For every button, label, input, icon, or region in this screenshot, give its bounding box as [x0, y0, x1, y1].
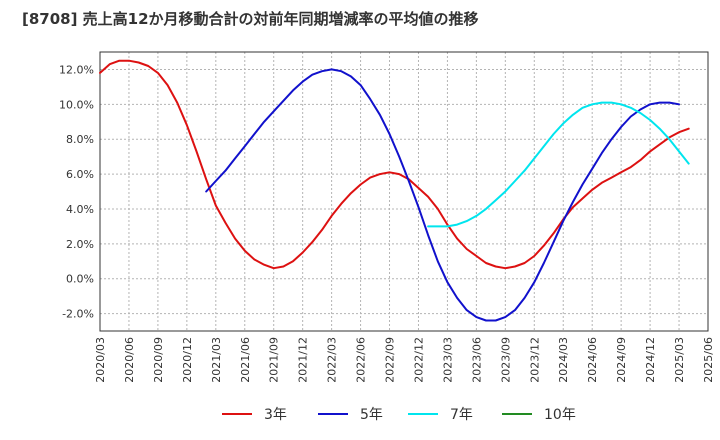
chart-title: [8708] 売上高12か月移動合計の対前年同期増減率の平均値の推移: [22, 10, 479, 28]
legend-label-4: 10年: [544, 407, 576, 423]
x-tick-label: 2023/09: [499, 337, 512, 383]
y-tick-label: -2.0%: [62, 308, 94, 321]
y-tick-label: 2.0%: [66, 238, 94, 251]
x-tick-label: 2021/12: [297, 337, 310, 383]
series-line-2: [205, 68, 680, 322]
y-tick-label: 0.0%: [66, 273, 94, 286]
x-tick-label: 2021/06: [239, 337, 252, 383]
legend-label-3: 7年: [450, 407, 473, 423]
x-tick-label: 2023/06: [470, 337, 483, 383]
legend-label-2: 5年: [360, 407, 383, 423]
x-tick-label: 2020/03: [94, 337, 107, 383]
y-tick-label: 10.0%: [59, 98, 94, 111]
y-tick-label: 4.0%: [66, 203, 94, 216]
x-tick-label: 2024/06: [586, 337, 599, 383]
x-tick-label: 2025/03: [673, 337, 686, 383]
legend: 3年 5年 7年 10年: [222, 407, 576, 423]
x-tick-label: 2022/12: [412, 337, 425, 383]
axes: -2.0% 0.0% 2.0% 4.0% 6.0% 8.0% 10.0% 12.0% 2020/…: [59, 51, 715, 383]
x-tick-label: 2023/12: [528, 337, 541, 383]
x-tick-label: 2021/03: [210, 337, 223, 383]
x-tick-label: 2021/09: [268, 337, 281, 383]
x-tick-label: 2020/12: [181, 337, 194, 383]
x-tick-label: 2020/06: [123, 337, 136, 383]
plot-frame: [99, 51, 709, 332]
y-tick-label: 12.0%: [59, 63, 94, 76]
y-tick-label: 6.0%: [66, 168, 94, 181]
series-line-3: [427, 101, 690, 228]
x-tick-label: 2024/09: [615, 337, 628, 383]
x-tick-label: 2022/09: [384, 337, 397, 383]
series-lines: [99, 59, 690, 322]
series-line-1: [99, 59, 690, 270]
legend-label-1: 3年: [264, 407, 287, 423]
y-tick-label: 8.0%: [66, 133, 94, 146]
x-tick-label: 2024/12: [644, 337, 657, 383]
x-tick-label: 2025/06: [702, 337, 715, 383]
x-tick-label: 2022/03: [326, 337, 339, 383]
x-tick-label: 2022/06: [355, 337, 368, 383]
grid-lines: [99, 52, 709, 331]
x-tick-label: 2024/03: [557, 337, 570, 383]
x-tick-label: 2020/09: [152, 337, 165, 383]
x-tick-label: 2023/03: [441, 337, 454, 383]
